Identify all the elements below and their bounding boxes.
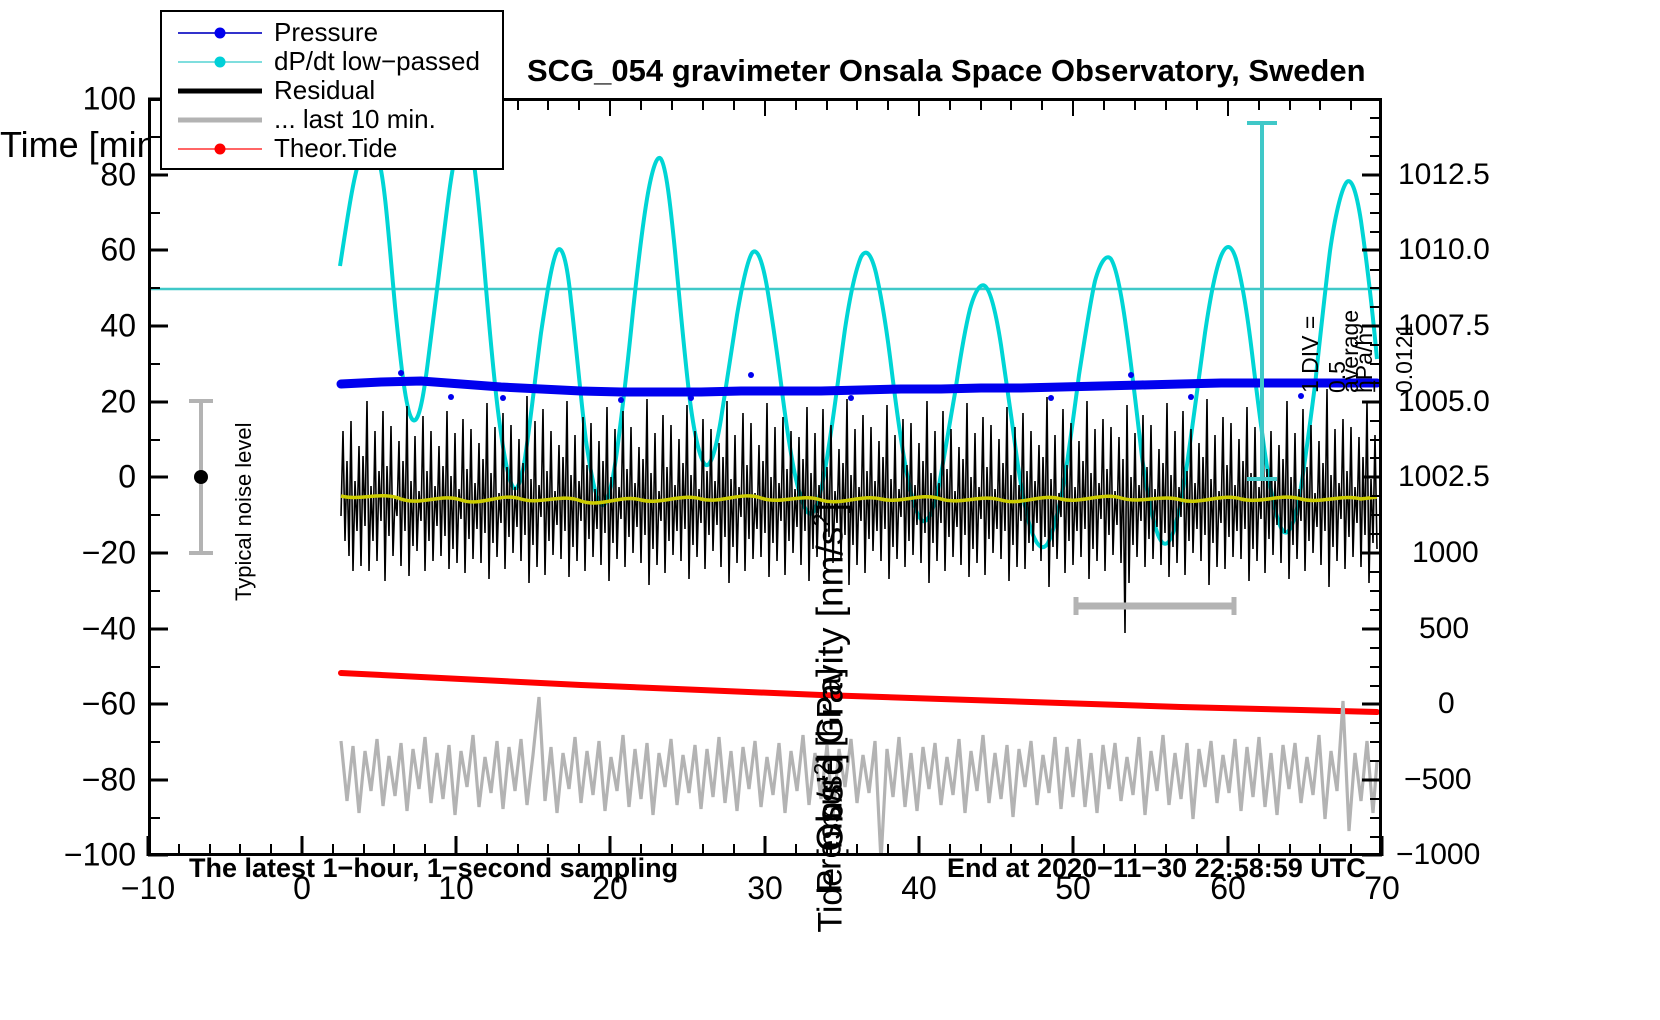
y-tick-tide-3: −500 bbox=[1404, 763, 1472, 796]
y-tick-tide-2: 0 bbox=[1438, 687, 1455, 720]
y-tick-left-3: 40 bbox=[100, 307, 136, 344]
residual-curve bbox=[340, 388, 1378, 634]
legend-label-tide: Theor.Tide bbox=[274, 133, 398, 163]
y-tick-left-1: 80 bbox=[100, 156, 136, 193]
legend-swatch-tide bbox=[178, 134, 262, 163]
tide-curve bbox=[338, 670, 1379, 715]
y-tick-pressure-2: 1007.5 bbox=[1398, 309, 1490, 342]
legend-label-residual: Residual bbox=[274, 75, 376, 105]
x-tick-2: 10 bbox=[438, 870, 474, 906]
y-tick-left-2: 60 bbox=[100, 231, 136, 268]
footer-right-note: End at 2020−11−30 22:58:59 UTC bbox=[947, 853, 1366, 883]
typical-noise-label: Typical noise level bbox=[231, 422, 256, 601]
y-axis-title-tide-sup: 2 bbox=[809, 763, 835, 776]
typical-noise-errorbar bbox=[189, 399, 213, 555]
y-axis-title-tide-tail: ] bbox=[811, 753, 850, 764]
chart-title: SCG_054 gravimeter Onsala Space Observat… bbox=[527, 53, 1366, 88]
y-tick-pressure-4: 1002.5 bbox=[1398, 460, 1490, 493]
y-tick-tide-0: 1000 bbox=[1412, 536, 1479, 569]
y-tick-pressure-1: 1010.0 bbox=[1398, 233, 1490, 266]
y-tick-tide-4: −1000 bbox=[1396, 838, 1481, 871]
legend-item-last10[interactable]: ... last 10 min. bbox=[162, 104, 502, 134]
pressure-band bbox=[336, 376, 1379, 397]
dpdt-scale-bracket bbox=[1247, 121, 1277, 481]
residual-smoothed-curve bbox=[340, 494, 1378, 505]
plot-area: SCG_054 gravimeter Onsala Space Observat… bbox=[148, 53, 1417, 883]
legend-label-pressure: Pressure bbox=[274, 17, 379, 47]
legend-swatch-residual bbox=[178, 76, 262, 105]
legend-item-tide[interactable]: Theor.Tide bbox=[162, 133, 502, 163]
y-axis-title-tide-text: Tide [nm/s bbox=[811, 775, 850, 933]
y-tick-left-0: 100 bbox=[82, 80, 136, 117]
y-tick-left-4: 20 bbox=[100, 383, 136, 420]
legend-swatch-dpdt bbox=[178, 47, 262, 76]
footer-left-note: The latest 1−hour, 1−second sampling bbox=[189, 853, 679, 883]
x-tick-3: 20 bbox=[592, 870, 628, 906]
legend-item-pressure[interactable]: Pressure bbox=[162, 17, 502, 47]
dpdt-curve bbox=[338, 130, 1379, 550]
legend-item-residual[interactable]: Residual bbox=[162, 75, 502, 105]
y-tick-pressure-3: 1005.0 bbox=[1398, 385, 1490, 418]
legend-swatch-pressure bbox=[178, 18, 262, 47]
y-tick-tide-1: 500 bbox=[1419, 612, 1470, 645]
pressure-scatter bbox=[398, 370, 1304, 403]
legend-label-dpdt: dP/dt low−passed bbox=[274, 46, 480, 76]
x-tick-6: 50 bbox=[1055, 870, 1091, 906]
legend: Pressure dP/dt low−passed Residual ... l… bbox=[160, 10, 504, 170]
legend-swatch-last10 bbox=[178, 105, 262, 134]
plot-canvas bbox=[151, 121, 1379, 853]
x-tick-5: 40 bbox=[901, 870, 937, 906]
last10-curve bbox=[339, 696, 1379, 853]
legend-item-dpdt[interactable]: dP/dt low−passed bbox=[162, 46, 502, 76]
last10-scalebar bbox=[1073, 597, 1237, 615]
x-tick-1: 0 bbox=[293, 870, 311, 906]
y-tick-pressure-0: 1012.5 bbox=[1398, 158, 1490, 191]
y-axis-title-tide: Tide [nm/s2] bbox=[809, 0, 850, 933]
x-tick-7: 60 bbox=[1210, 870, 1246, 906]
x-tick-4: 30 bbox=[747, 870, 783, 906]
y-tick-left-7: −40 bbox=[81, 610, 136, 647]
x-tick-0: −10 bbox=[120, 870, 176, 906]
legend-label-last10: ... last 10 min. bbox=[274, 104, 436, 134]
y-tick-left-9: −80 bbox=[81, 761, 136, 798]
y-tick-left-10: −100 bbox=[63, 836, 136, 873]
x-tick-8: 70 bbox=[1364, 870, 1400, 906]
y-tick-left-5: 0 bbox=[118, 458, 136, 495]
y-tick-left-6: −20 bbox=[81, 534, 136, 571]
y-tick-left-8: −60 bbox=[81, 685, 136, 722]
